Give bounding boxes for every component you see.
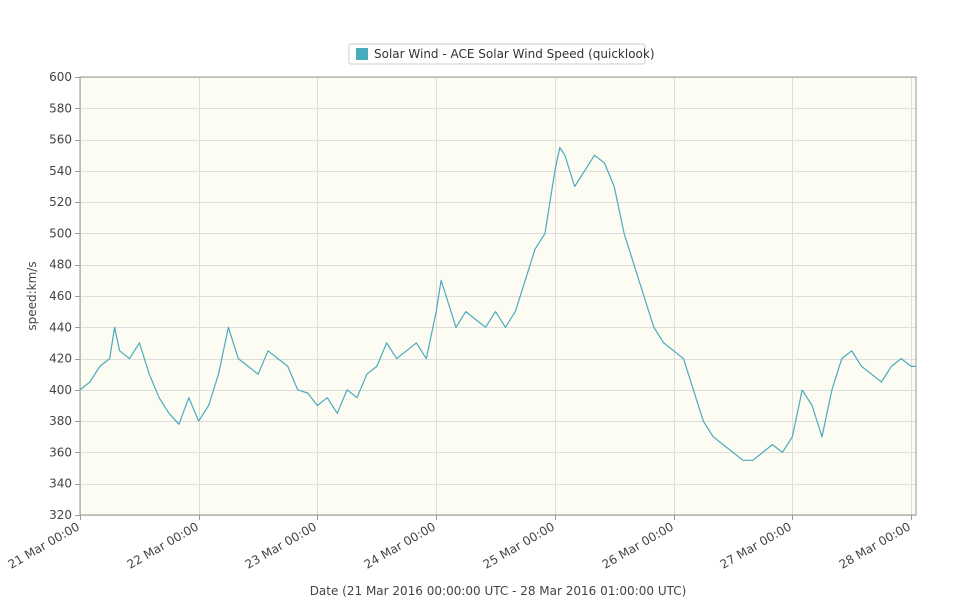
x-tick-label: 24 Mar 00:00 bbox=[362, 519, 438, 571]
y-tick-label: 500 bbox=[49, 226, 72, 240]
x-tick-label: 28 Mar 00:00 bbox=[837, 519, 913, 571]
x-axis-ticks: 21 Mar 00:00 22 Mar 00:00 23 Mar 00:00 24 M… bbox=[6, 515, 913, 572]
legend-swatch bbox=[356, 48, 368, 60]
y-tick-label: 320 bbox=[49, 508, 72, 522]
y-tick-label: 440 bbox=[49, 320, 72, 334]
y-axis-label: speed:km/s bbox=[25, 261, 39, 330]
y-tick-label: 540 bbox=[49, 164, 72, 178]
x-tick-label: 23 Mar 00:00 bbox=[243, 519, 319, 571]
legend-box bbox=[348, 43, 646, 65]
x-tick-label: 21 Mar 00:00 bbox=[6, 519, 82, 571]
y-axis-ticks: 320 340 360 380 400 420 440 460 480 500 520 540 560 5… bbox=[49, 70, 80, 522]
y-tick-label: 580 bbox=[49, 101, 72, 115]
y-tick-label: 380 bbox=[49, 414, 72, 428]
y-tick-label: 360 bbox=[49, 445, 72, 459]
series-line-solar-wind-speed bbox=[79, 146, 916, 461]
y-tick-label: 600 bbox=[49, 70, 72, 84]
legend-label: Solar Wind - ACE Solar Wind Speed (quick… bbox=[374, 47, 655, 61]
y-tick-label: 400 bbox=[49, 383, 72, 397]
y-tick-label: 520 bbox=[49, 195, 72, 209]
y-tick-label: 420 bbox=[49, 352, 72, 366]
x-axis-label: Date (21 Mar 2016 00:00:00 UTC - 28 Mar … bbox=[310, 584, 687, 598]
legend[interactable]: Solar Wind - ACE Solar Wind Speed (quick… bbox=[348, 43, 655, 65]
x-tick-label: 26 Mar 00:00 bbox=[600, 519, 676, 571]
x-tick-label: 27 Mar 00:00 bbox=[718, 519, 794, 571]
y-tick-label: 340 bbox=[49, 477, 72, 491]
x-tick-label: 25 Mar 00:00 bbox=[481, 519, 557, 571]
y-tick-label: 460 bbox=[49, 289, 72, 303]
x-tick-label: 22 Mar 00:00 bbox=[125, 519, 201, 571]
y-tick-label: 560 bbox=[49, 133, 72, 147]
y-tick-label: 480 bbox=[49, 258, 72, 272]
